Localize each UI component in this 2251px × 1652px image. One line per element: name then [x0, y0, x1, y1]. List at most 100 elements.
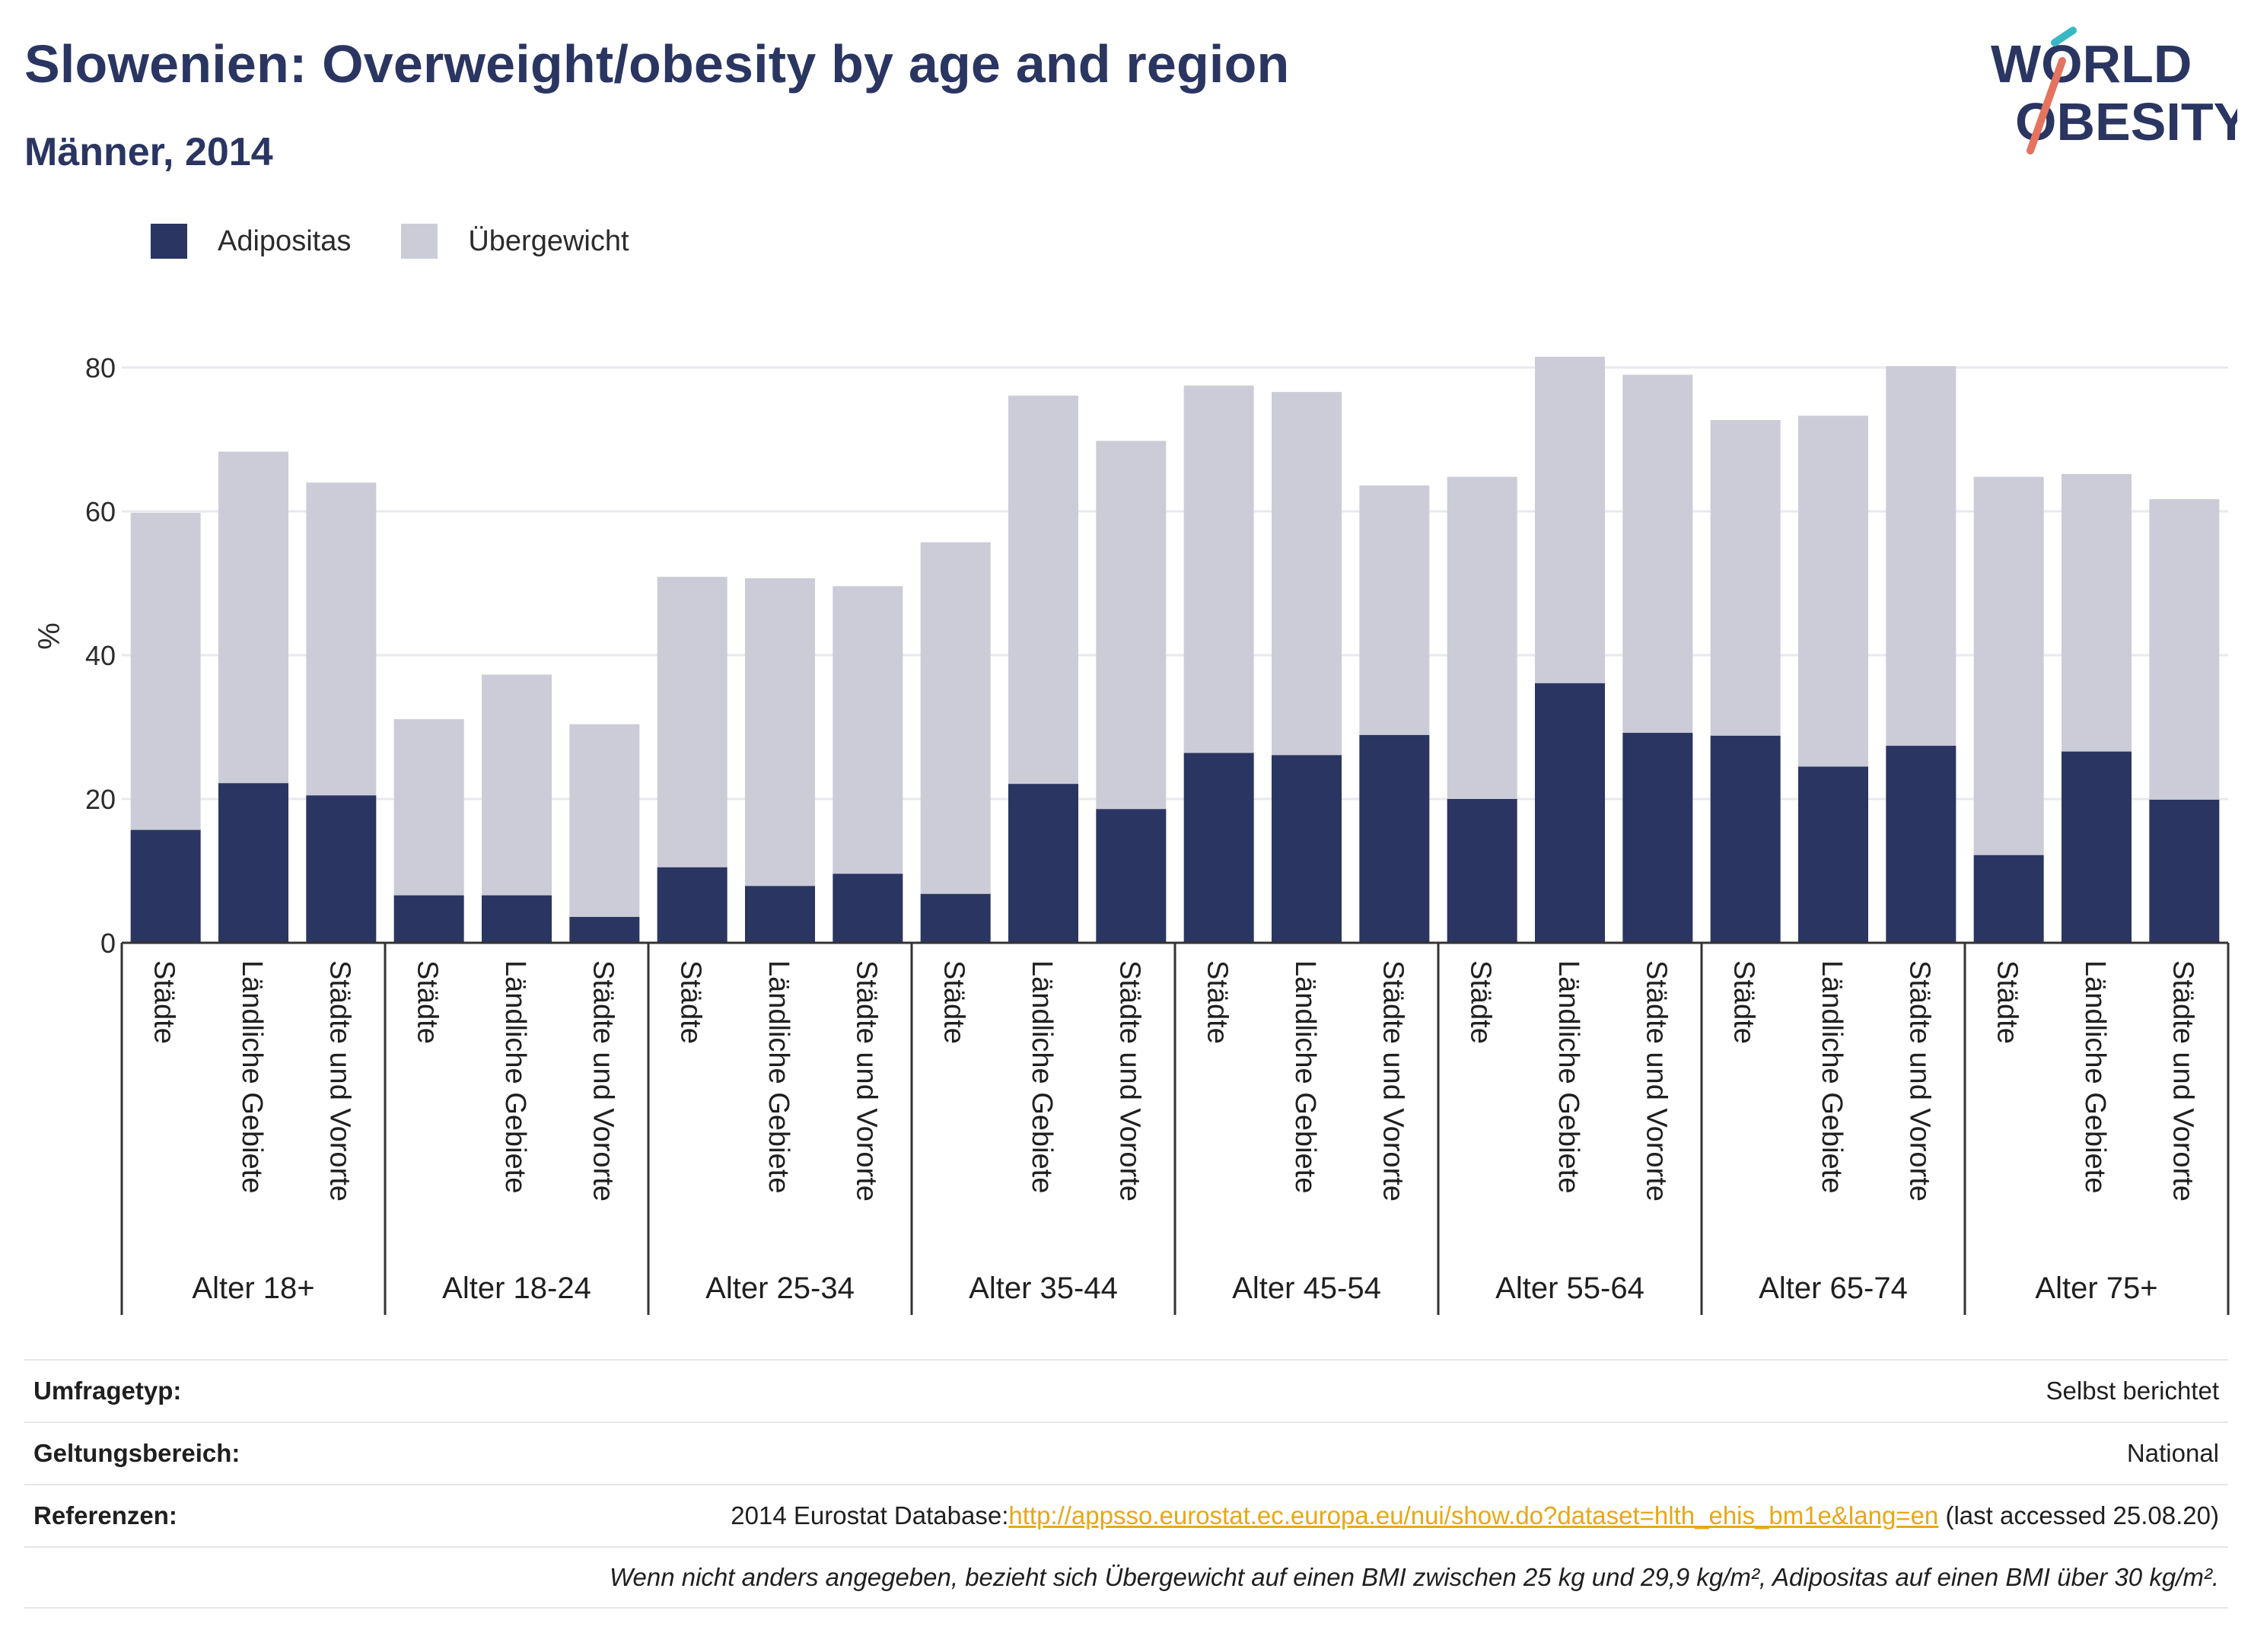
bar-adipositas-g3-c0 — [920, 893, 991, 943]
bar-uebergewicht-g2-c2 — [833, 586, 903, 874]
bar-adipositas-g2-c2 — [833, 874, 903, 943]
bar-uebergewicht-g6-c2 — [1886, 366, 1956, 746]
x-tick-label-g0-c1: Ländliche Gebiete — [236, 960, 268, 1193]
bar-adipositas-g0-c0 — [130, 829, 201, 943]
bar-adipositas-g4-c0 — [1183, 753, 1254, 943]
x-tick-label-g3-c1: Ländliche Gebiete — [1026, 960, 1058, 1193]
references-prefix: 2014 Eurostat Database: — [731, 1501, 1009, 1529]
logo-accent-coral — [2027, 57, 2066, 154]
group-label-3: Alter 35-44 — [969, 1272, 1118, 1305]
bar-adipositas-g2-c0 — [657, 867, 728, 943]
group-label-7: Alter 75+ — [2035, 1272, 2157, 1305]
x-tick-label-g4-c1: Ländliche Gebiete — [1289, 960, 1321, 1193]
chart-footer: Umfragetyp: Selbst berichtet Geltungsber… — [24, 1359, 2228, 1609]
bar-adipositas-g7-c2 — [2149, 799, 2220, 943]
bar-adipositas-g5-c0 — [1447, 799, 1517, 943]
bar-adipositas-g1-c0 — [393, 895, 464, 943]
references-label: Referenzen: — [33, 1501, 177, 1529]
bar-uebergewicht-g1-c0 — [393, 719, 464, 896]
logo-accent-teal — [2051, 27, 2077, 46]
x-tick-label-g2-c0: Städte — [675, 960, 707, 1044]
group-label-4: Alter 45-54 — [1232, 1272, 1381, 1305]
bmi-definition-note: Wenn nicht anders angegeben, bezieht sic… — [609, 1563, 2219, 1591]
coverage-label: Geltungsbereich: — [33, 1439, 240, 1467]
bar-uebergewicht-g1-c1 — [482, 674, 552, 896]
bar-uebergewicht-g3-c2 — [1096, 441, 1167, 810]
x-tick-label-g1-c1: Ländliche Gebiete — [499, 960, 531, 1193]
references-value: 2014 Eurostat Database:http://appsso.eur… — [731, 1501, 2219, 1530]
bar-adipositas-g6-c0 — [1710, 735, 1781, 943]
bar-adipositas-g3-c2 — [1096, 809, 1167, 943]
x-tick-label-g3-c0: Städte — [938, 960, 970, 1044]
stacked-bar-chart: 0 20 40 60 80% Städte Ländliche Gebiete Städte … — [33, 352, 2230, 1315]
x-tick-label-g1-c2: Städte und Vororte — [587, 960, 619, 1202]
x-tick-label-g6-c0: Städte — [1728, 960, 1760, 1044]
bar-adipositas-g6-c1 — [1798, 766, 1868, 943]
group-label-2: Alter 25-34 — [705, 1272, 855, 1305]
group-label-1: Alter 18-24 — [442, 1272, 591, 1305]
x-tick-label-g1-c0: Städte — [412, 960, 444, 1044]
x-tick-label-g6-c1: Ländliche Gebiete — [1816, 960, 1848, 1193]
y-tick-label-40: 40 — [85, 640, 116, 671]
bar-uebergewicht-g0-c0 — [130, 512, 201, 830]
page-subtitle: Männer, 2014 — [24, 130, 273, 174]
references-link[interactable]: http://appsso.eurostat.ec.europa.eu/nui/… — [1008, 1501, 1939, 1529]
x-tick-label-g2-c1: Ländliche Gebiete — [763, 960, 794, 1193]
x-tick-label-g5-c2: Städte und Vororte — [1640, 960, 1672, 1202]
survey-type-value: Selbst berichtet — [2046, 1377, 2219, 1405]
y-axis-label: % — [33, 622, 66, 650]
y-tick-label-0: 0 — [100, 928, 116, 959]
y-tick-label-80: 80 — [85, 352, 116, 384]
bar-uebergewicht-g4-c2 — [1359, 485, 1430, 735]
bar-adipositas-g6-c2 — [1886, 746, 1956, 943]
footer-row-coverage: Geltungsbereich: National — [24, 1421, 2228, 1484]
x-tick-label-g5-c1: Ländliche Gebiete — [1552, 960, 1584, 1193]
bar-uebergewicht-g0-c2 — [306, 482, 377, 796]
coverage-value: National — [2126, 1439, 2219, 1467]
bar-uebergewicht-g6-c1 — [1798, 415, 1868, 767]
bar-uebergewicht-g7-c0 — [1973, 476, 2044, 855]
bar-adipositas-g2-c1 — [745, 886, 815, 943]
survey-type-label: Umfragetyp: — [33, 1377, 182, 1405]
footer-row-note: Wenn nicht anders angegeben, bezieht sic… — [24, 1546, 2228, 1609]
legend-item-adipositas: Adipositas — [151, 224, 351, 259]
bar-uebergewicht-g0-c1 — [218, 451, 288, 784]
bar-uebergewicht-g7-c1 — [2062, 473, 2132, 752]
bar-uebergewicht-g1-c2 — [569, 724, 640, 917]
x-tick-label-g0-c2: Städte und Vororte — [323, 960, 355, 1202]
x-tick-label-g7-c0: Städte — [1992, 960, 2023, 1044]
bar-uebergewicht-g3-c1 — [1008, 395, 1078, 785]
x-tick-label-g7-c2: Städte und Vororte — [2167, 960, 2198, 1202]
legend-item-uebergewicht: Übergewicht — [401, 224, 629, 259]
bar-adipositas-g0-c2 — [306, 795, 377, 943]
world-obesity-logo: WORLD OBESITY — [1991, 27, 2237, 154]
bar-adipositas-g7-c0 — [1973, 855, 2044, 943]
group-label-0: Alter 18+ — [192, 1272, 314, 1305]
footer-row-references: Referenzen: 2014 Eurostat Database:http:… — [24, 1484, 2228, 1546]
x-tick-label-g0-c0: Städte — [148, 960, 180, 1044]
legend-swatch-adipositas — [151, 224, 187, 259]
bar-adipositas-g0-c1 — [218, 783, 288, 943]
logo-line-2: OBESITY — [2015, 92, 2237, 151]
page-title: Slowenien: Overweight/obesity by age and… — [24, 34, 1290, 94]
x-tick-label-g4-c2: Städte und Vororte — [1377, 960, 1409, 1202]
group-label-5: Alter 55-64 — [1495, 1272, 1644, 1305]
bar-uebergewicht-g6-c0 — [1710, 419, 1781, 736]
footer-row-survey-type: Umfragetyp: Selbst berichtet — [24, 1359, 2228, 1421]
x-tick-label-g4-c0: Städte — [1202, 960, 1234, 1044]
logo-line-1: WORLD — [1991, 34, 2192, 94]
legend-label-adipositas: Adipositas — [218, 224, 352, 257]
y-tick-label-60: 60 — [85, 496, 116, 527]
legend-swatch-uebergewicht — [401, 224, 438, 259]
bar-adipositas-g7-c1 — [2062, 751, 2132, 943]
bar-uebergewicht-g2-c1 — [745, 578, 815, 886]
bar-uebergewicht-g4-c0 — [1183, 385, 1254, 753]
x-tick-label-g3-c2: Städte und Vororte — [1113, 960, 1145, 1202]
group-label-6: Alter 65-74 — [1759, 1272, 1908, 1305]
bar-adipositas-g3-c1 — [1008, 784, 1078, 943]
bar-uebergewicht-g4-c1 — [1272, 392, 1342, 756]
x-tick-label-g7-c1: Ländliche Gebiete — [2079, 960, 2111, 1193]
x-tick-label-g2-c2: Städte und Vororte — [850, 960, 882, 1202]
bar-adipositas-g4-c2 — [1359, 734, 1430, 943]
